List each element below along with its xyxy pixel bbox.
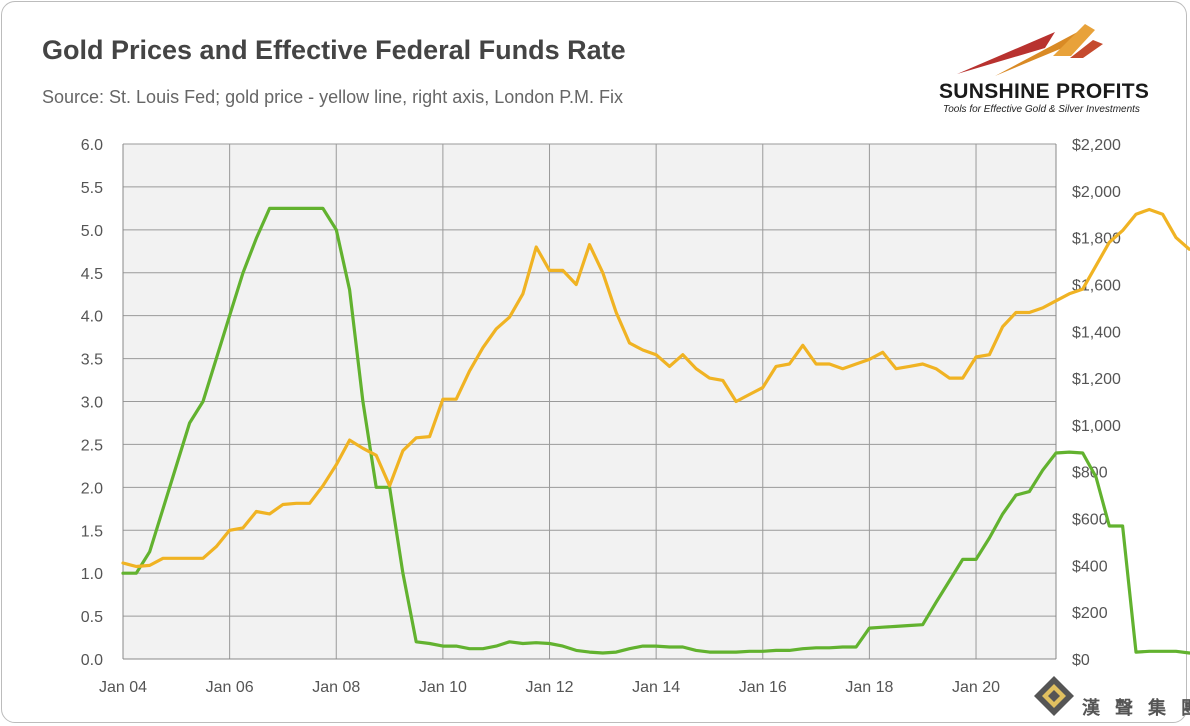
left-axis-tick-label: 6.0: [81, 137, 103, 154]
right-axis-ticks: $0 $200 $400 $600 $800 $1,000 $1,200 $1,400 $1,6…: [1072, 137, 1121, 669]
x-axis-tick-label: Jan 06: [206, 679, 254, 696]
watermark-diamond-icon: [1034, 676, 1074, 716]
left-axis-tick-label: 2.0: [81, 480, 103, 497]
right-axis-tick-label: $400: [1072, 558, 1108, 575]
fed-funds-rate-line: [121, 206, 1190, 655]
x-axis-tick-label: Jan 08: [312, 679, 360, 696]
left-axis-tick-label: 0.5: [81, 609, 103, 626]
left-axis-tick-label: 0.0: [81, 652, 103, 669]
x-axis-tick-label: Jan 12: [525, 679, 573, 696]
right-axis-tick-label: $1,000: [1072, 418, 1121, 435]
logo-tagline: Tools for Effective Gold & Silver Invest…: [943, 104, 1140, 115]
right-axis-tick-label: $2,200: [1072, 137, 1121, 154]
left-axis-tick-label: 3.0: [81, 395, 103, 412]
logo-swoosh-icon: [957, 24, 1103, 76]
x-axis-tick-label: Jan 16: [739, 679, 787, 696]
x-axis-ticks: Jan 04 Jan 06 Jan 08 Jan 10 Jan 12 Jan 14 Jan …: [99, 679, 1000, 696]
watermark: 漢 聲 集 團: [1032, 674, 1190, 722]
gold-price-line: [121, 207, 1190, 569]
watermark-text: 漢 聲 集 團: [1082, 698, 1190, 718]
series-lines: [121, 206, 1190, 655]
right-axis-tick-label: $0: [1072, 652, 1090, 669]
gridlines: [122, 143, 1057, 660]
right-axis-tick-label: $1,600: [1072, 277, 1121, 294]
left-axis-ticks: 0.0 0.5 1.0 1.5 2.0 2.5 3.0 3.5 4.0 4.5 5.0 5.5 6.0: [81, 137, 103, 669]
x-axis-tick-label: Jan 04: [99, 679, 147, 696]
right-axis-tick-label: $200: [1072, 605, 1108, 622]
right-axis-tick-label: $800: [1072, 465, 1108, 482]
x-axis-tick-label: Jan 10: [419, 679, 467, 696]
left-axis-tick-label: 4.5: [81, 266, 103, 283]
left-axis-tick-label: 4.0: [81, 309, 103, 326]
right-axis-tick-label: $1,400: [1072, 324, 1121, 341]
left-axis-tick-label: 1.0: [81, 566, 103, 583]
left-axis-tick-label: 3.5: [81, 352, 103, 369]
x-axis-tick-label: Jan 14: [632, 679, 680, 696]
left-axis-tick-label: 5.5: [81, 180, 103, 197]
chart-subtitle: Source: St. Louis Fed; gold price - yell…: [42, 87, 623, 107]
left-axis-tick-label: 1.5: [81, 523, 103, 540]
sunshine-profits-logo: SUNSHINE PROFITS Tools for Effective Gol…: [935, 18, 1170, 123]
right-axis-tick-label: $600: [1072, 512, 1108, 529]
right-axis-tick-label: $2,000: [1072, 184, 1121, 201]
logo-name: SUNSHINE PROFITS: [939, 80, 1150, 103]
right-axis-tick-label: $1,200: [1072, 371, 1121, 388]
chart-title: Gold Prices and Effective Federal Funds …: [42, 35, 626, 65]
left-axis-tick-label: 2.5: [81, 437, 103, 454]
left-axis-tick-label: 5.0: [81, 223, 103, 240]
x-axis-tick-label: Jan 20: [952, 679, 1000, 696]
x-axis-tick-label: Jan 18: [845, 679, 893, 696]
